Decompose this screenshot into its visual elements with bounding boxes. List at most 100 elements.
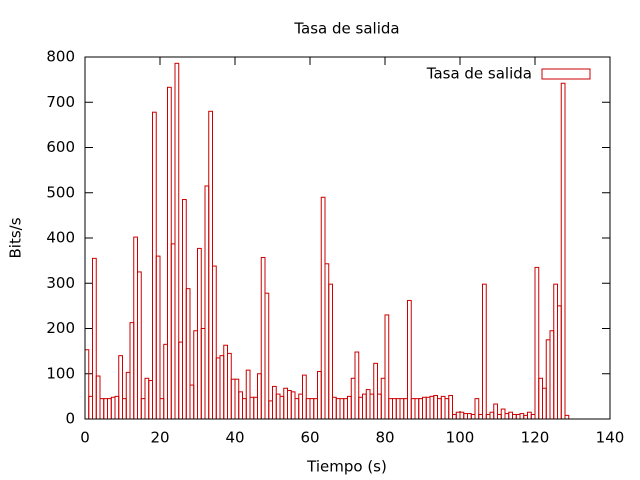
x-tick-label: 40 — [225, 429, 244, 447]
bar — [320, 196, 326, 420]
bar — [140, 398, 146, 420]
bar — [155, 255, 161, 420]
bar — [414, 398, 420, 420]
y-axis-label: Bits/s — [7, 217, 25, 258]
y-tick-label: 100 — [46, 364, 75, 382]
x-tick-label: 80 — [375, 429, 394, 447]
x-tick-label: 100 — [446, 429, 475, 447]
bar — [410, 398, 416, 420]
y-tick-label: 700 — [46, 93, 75, 111]
bar — [527, 411, 532, 420]
bar — [557, 305, 562, 420]
legend-swatch — [541, 68, 591, 80]
bar — [388, 398, 393, 420]
y-tick-label: 800 — [46, 48, 75, 66]
bar — [167, 86, 172, 420]
bar — [470, 413, 476, 420]
bar — [504, 413, 510, 420]
bar — [448, 394, 453, 420]
bar — [354, 351, 360, 420]
bar — [437, 398, 442, 420]
bar — [519, 413, 525, 420]
x-tick-label: 140 — [596, 429, 625, 447]
bar — [380, 377, 386, 420]
x-tick-label: 120 — [521, 429, 550, 447]
bar — [422, 396, 427, 420]
bar — [395, 398, 401, 420]
bar — [324, 263, 330, 420]
bar — [215, 357, 221, 420]
bar — [208, 110, 213, 420]
bar — [309, 398, 315, 420]
bar — [384, 314, 390, 420]
bar — [459, 411, 465, 420]
bar — [107, 398, 112, 420]
bar — [317, 370, 322, 420]
bar — [332, 396, 337, 420]
y-tick-label: 400 — [46, 229, 75, 247]
bar — [369, 393, 375, 420]
bar — [538, 377, 543, 420]
bar — [152, 111, 157, 420]
bar — [163, 343, 168, 420]
bar — [302, 374, 307, 420]
bar — [182, 199, 187, 420]
bar — [99, 398, 105, 420]
bar — [500, 408, 506, 420]
bar — [440, 395, 446, 420]
bar — [144, 377, 150, 420]
bar — [275, 393, 281, 420]
bar — [272, 385, 277, 420]
bar — [212, 265, 217, 420]
bar — [362, 393, 367, 420]
bar — [110, 396, 116, 420]
bar — [260, 256, 266, 420]
bar — [403, 398, 408, 420]
bar — [185, 288, 191, 420]
bar — [294, 398, 300, 420]
bar — [407, 299, 412, 420]
bar — [455, 411, 461, 420]
bar — [313, 398, 318, 420]
bar — [463, 413, 468, 420]
bar — [489, 411, 495, 420]
bar — [103, 398, 108, 420]
bar — [84, 349, 90, 420]
bar — [234, 378, 240, 420]
bar — [508, 411, 513, 420]
bar — [238, 391, 243, 420]
bar — [549, 330, 555, 420]
bar — [242, 398, 247, 420]
bar — [118, 355, 123, 420]
bar — [88, 395, 93, 420]
bar — [452, 413, 457, 420]
bar — [530, 413, 536, 420]
bar — [287, 389, 292, 420]
bar — [474, 398, 480, 420]
bar — [377, 393, 382, 420]
bar — [564, 414, 570, 420]
bar — [444, 398, 450, 420]
bar — [523, 414, 528, 420]
bar — [542, 387, 547, 420]
bar — [553, 283, 558, 420]
bar — [425, 396, 431, 420]
bar — [365, 389, 371, 420]
plot-frame — [84, 56, 611, 420]
x-tick-label: 0 — [80, 429, 90, 447]
bar — [122, 398, 127, 420]
bar — [204, 185, 210, 420]
bar — [373, 362, 378, 420]
bar — [283, 387, 288, 420]
bar — [227, 352, 232, 420]
bar — [545, 339, 551, 420]
bar — [347, 395, 352, 420]
bar — [129, 322, 135, 420]
bar — [159, 398, 165, 420]
bar — [170, 243, 176, 420]
bar — [290, 391, 296, 420]
bar — [343, 398, 348, 420]
bar — [189, 384, 195, 420]
bar — [114, 395, 120, 420]
